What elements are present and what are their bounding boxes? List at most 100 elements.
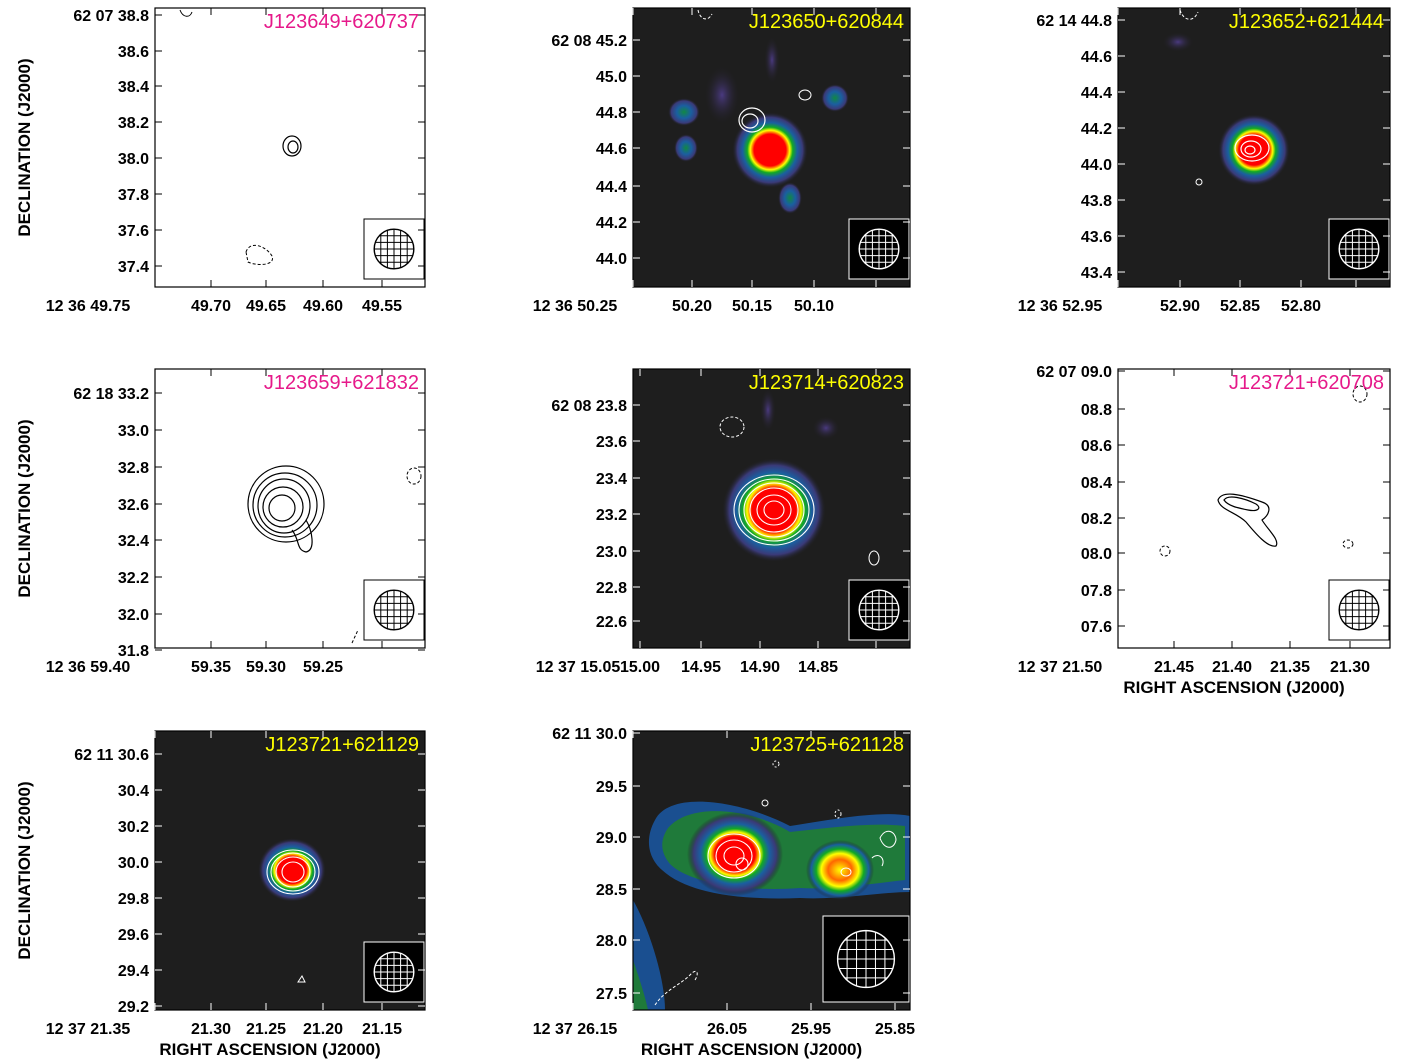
contour	[761, 799, 769, 807]
x-tick-label: 25.95	[791, 1021, 831, 1038]
y-tick-label: 30.2	[118, 819, 149, 836]
y-tick-label: 28.5	[596, 882, 627, 899]
contour-negative	[1159, 545, 1171, 557]
y-tick-label: 44.2	[596, 215, 627, 232]
emission-faint	[1162, 32, 1194, 52]
y-tick-label: 38.4	[118, 79, 149, 96]
x-tick-label: 52.85	[1220, 298, 1260, 315]
contour	[275, 856, 311, 888]
panel-title: J123721+620708	[1229, 372, 1384, 394]
y-tick-label: 32.6	[118, 497, 149, 514]
x-tick-label: 21.25	[246, 1021, 286, 1038]
contour	[252, 472, 318, 538]
emission-faint	[668, 98, 700, 126]
panel-image	[1162, 9, 1290, 186]
panel-title: J123659+621832	[264, 372, 419, 394]
y-tick-label: 44.4	[596, 179, 627, 196]
contour	[723, 846, 745, 866]
y-tick-label: 45.0	[596, 69, 627, 86]
contour-outer	[282, 135, 302, 157]
emission-faint	[764, 36, 780, 84]
y-tick-label: 29.0	[596, 830, 627, 847]
x-tick-label: 12 37 21.35	[46, 1021, 131, 1038]
y-tick-label: 07.8	[1081, 583, 1112, 600]
panel-8: J123725+621128 62 11 30.0 29.5 29.0 28.5 28.0…	[533, 726, 915, 1059]
y-tick-label: 32.4	[118, 533, 149, 550]
contour	[266, 849, 320, 895]
panel-image	[247, 465, 422, 644]
y-tick-label: 37.4	[118, 259, 149, 276]
x-tick-label: 59.25	[303, 659, 343, 676]
y-tick-label: 44.6	[1081, 49, 1112, 66]
emission-edge	[633, 960, 648, 1010]
y-tick-label: 23.0	[596, 544, 627, 561]
y-tick-label: 43.4	[1081, 265, 1112, 282]
panel-image	[719, 388, 880, 566]
y-tick-label: 62 18 33.2	[73, 386, 149, 403]
x-axis-label: RIGHT ASCENSION (J2000)	[641, 1040, 862, 1059]
x-axis-label: RIGHT ASCENSION (J2000)	[159, 1040, 380, 1059]
panel-title: J123725+621128	[750, 734, 904, 756]
emission-core	[687, 812, 783, 896]
x-tick-label: 49.55	[362, 298, 402, 315]
contour	[871, 855, 884, 867]
x-tick-label: 50.15	[732, 298, 772, 315]
plot-frame	[1117, 368, 1391, 649]
y-axis-label: DECLINATION (J2000)	[15, 781, 34, 959]
contour	[1195, 178, 1203, 186]
x-tick-label: 21.15	[362, 1021, 402, 1038]
emission-faint	[760, 388, 776, 432]
plot-frame	[154, 7, 426, 288]
y-tick-label: 44.6	[596, 141, 627, 158]
y-tick-label: 08.8	[1081, 402, 1112, 419]
contour	[749, 487, 799, 533]
y-tick-label: 30.4	[118, 783, 149, 800]
y-tick-label: 43.6	[1081, 229, 1112, 246]
contour-negative	[654, 970, 698, 1006]
contour	[281, 861, 305, 883]
panel-image	[633, 760, 910, 1010]
x-tick-label: 21.20	[303, 1021, 343, 1038]
y-tick-label: 44.4	[1081, 85, 1112, 102]
x-tick-label: 12 36 52.95	[1018, 298, 1103, 315]
contour-negative	[1352, 385, 1368, 403]
x-tick-label: 15.00	[620, 659, 660, 676]
y-tick-label: 32.0	[118, 607, 149, 624]
panel-6: J123721+620708 62 07 09.0 08.8 08.6 08.4 08.2…	[1018, 364, 1391, 697]
y-tick-label: 62 14 44.8	[1036, 13, 1112, 30]
x-tick-label: 21.30	[1330, 659, 1370, 676]
x-tick-label: 49.60	[303, 298, 343, 315]
emission-core	[258, 838, 326, 902]
contour-negative	[1179, 9, 1199, 20]
panel-7: J123721+621129 62 11 30.6 30.4 30.2 30.0 29.8…	[15, 730, 426, 1059]
contour-negative	[772, 760, 780, 768]
emission-faint	[704, 65, 740, 125]
contour-inner	[287, 140, 299, 154]
y-tick-label: 07.6	[1081, 619, 1112, 636]
x-tick-label: 21.35	[1270, 659, 1310, 676]
contour	[707, 833, 761, 879]
emission-core	[806, 840, 874, 900]
contour	[741, 113, 759, 129]
x-tick-label: 25.85	[875, 1021, 915, 1038]
y-tick-label: 38.6	[118, 44, 149, 61]
y-tick-label: 62 08 45.2	[551, 33, 627, 50]
contour-negative	[406, 467, 422, 485]
x-tick-label: 59.35	[191, 659, 231, 676]
contour	[738, 478, 810, 542]
contour	[840, 867, 852, 877]
contour	[1217, 493, 1278, 547]
emission-faint	[821, 84, 849, 112]
panel-5: J123714+620823 62 08 23.8 23.6 23.4 23.2 23.0…	[536, 368, 911, 676]
contour	[715, 839, 753, 873]
contour	[262, 486, 304, 528]
emission-edge	[633, 900, 665, 1010]
y-tick-label: 30.0	[118, 855, 149, 872]
contour	[1234, 134, 1270, 162]
contour	[798, 89, 812, 101]
contour	[297, 975, 306, 983]
x-tick-label: 14.85	[798, 659, 838, 676]
contour	[257, 478, 311, 534]
contour-negative	[834, 809, 842, 819]
